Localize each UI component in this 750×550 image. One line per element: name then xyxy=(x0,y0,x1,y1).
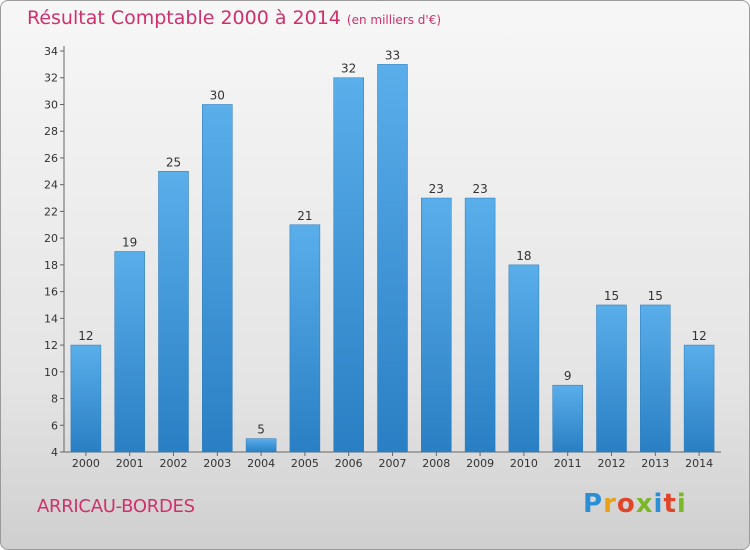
commune-name: ARRICAU-BORDES xyxy=(37,496,195,517)
logo-letter: t xyxy=(663,489,677,519)
value-label-2009: 23 xyxy=(472,182,487,196)
x-tick-label-2009: 2009 xyxy=(466,457,494,470)
bar-2007 xyxy=(377,64,408,453)
x-tick-label-2010: 2010 xyxy=(510,457,538,470)
bar-2003 xyxy=(202,104,233,453)
x-tick-label-2003: 2003 xyxy=(203,457,231,470)
bar-2008 xyxy=(421,197,452,453)
y-tick-label: 10 xyxy=(44,366,58,379)
x-tick-label-2012: 2012 xyxy=(598,457,626,470)
x-tick-label-2004: 2004 xyxy=(247,457,275,470)
y-tick-label: 20 xyxy=(44,232,58,245)
value-label-2011: 9 xyxy=(564,369,572,383)
x-tick-label-2007: 2007 xyxy=(379,457,407,470)
bar-2010 xyxy=(508,264,540,453)
y-tick-label: 34 xyxy=(44,45,58,58)
bar-2009 xyxy=(464,197,496,453)
value-label-2014: 12 xyxy=(691,329,706,343)
x-tick-label-2014: 2014 xyxy=(685,457,713,470)
x-tick-label-2008: 2008 xyxy=(422,457,450,470)
x-tick-label-2011: 2011 xyxy=(554,457,582,470)
bar-2001 xyxy=(114,251,145,453)
x-tick-label-2006: 2006 xyxy=(335,457,363,470)
y-tick-label: 6 xyxy=(51,419,58,432)
proxiti-logo: Proxiti xyxy=(583,489,687,519)
y-tick-label: 32 xyxy=(44,72,58,85)
bar-2002 xyxy=(158,171,189,453)
logo-letter: x xyxy=(635,489,654,519)
y-tick-label: 14 xyxy=(44,312,58,325)
value-label-2013: 15 xyxy=(648,289,663,303)
value-label-2010: 18 xyxy=(516,249,531,263)
chart-title-text: Résultat Comptable 2000 à 2014 xyxy=(27,7,341,29)
y-tick-label: 28 xyxy=(44,125,58,138)
value-label-2005: 21 xyxy=(297,209,312,223)
y-tick-label: 26 xyxy=(44,152,58,165)
y-tick-label: 18 xyxy=(44,259,58,272)
x-tick-label-2001: 2001 xyxy=(116,457,144,470)
y-tick-label: 16 xyxy=(44,286,58,299)
x-tick-label-2000: 2000 xyxy=(72,457,100,470)
value-label-2008: 23 xyxy=(429,182,444,196)
bar-2011 xyxy=(552,384,583,453)
y-tick-label: 22 xyxy=(44,205,58,218)
value-label-2007: 33 xyxy=(385,48,400,62)
logo-letter: i xyxy=(653,489,664,519)
y-tick-label: 24 xyxy=(44,179,58,192)
logo-letter: o xyxy=(616,489,636,519)
bar-2000 xyxy=(70,344,102,453)
y-tick-label: 4 xyxy=(51,446,58,459)
value-label-2001: 19 xyxy=(122,236,137,250)
bar-2006 xyxy=(333,77,364,453)
logo-letter: P xyxy=(583,489,604,519)
bar-2012 xyxy=(596,304,627,453)
value-label-2006: 32 xyxy=(341,62,356,76)
logo-letter: r xyxy=(603,489,617,519)
y-tick-label: 12 xyxy=(44,339,58,352)
value-label-2012: 15 xyxy=(604,289,619,303)
logo-letter: i xyxy=(676,489,687,519)
chart-title: Résultat Comptable 2000 à 2014 (en millie… xyxy=(27,7,441,29)
y-tick-label: 30 xyxy=(44,98,58,111)
value-label-2000: 12 xyxy=(78,329,93,343)
value-label-2004: 5 xyxy=(257,423,265,437)
x-tick-label-2002: 2002 xyxy=(160,457,188,470)
bar-2013 xyxy=(640,304,671,453)
bar-2005 xyxy=(289,224,321,453)
bar-2014 xyxy=(683,344,715,453)
value-label-2002: 25 xyxy=(166,155,181,169)
x-tick-label-2013: 2013 xyxy=(641,457,669,470)
chart-subtitle: (en milliers d'€) xyxy=(346,13,442,27)
value-label-2003: 30 xyxy=(210,88,225,102)
y-tick-label: 8 xyxy=(51,393,58,406)
x-tick-label-2005: 2005 xyxy=(291,457,319,470)
bar-2004 xyxy=(245,438,277,453)
